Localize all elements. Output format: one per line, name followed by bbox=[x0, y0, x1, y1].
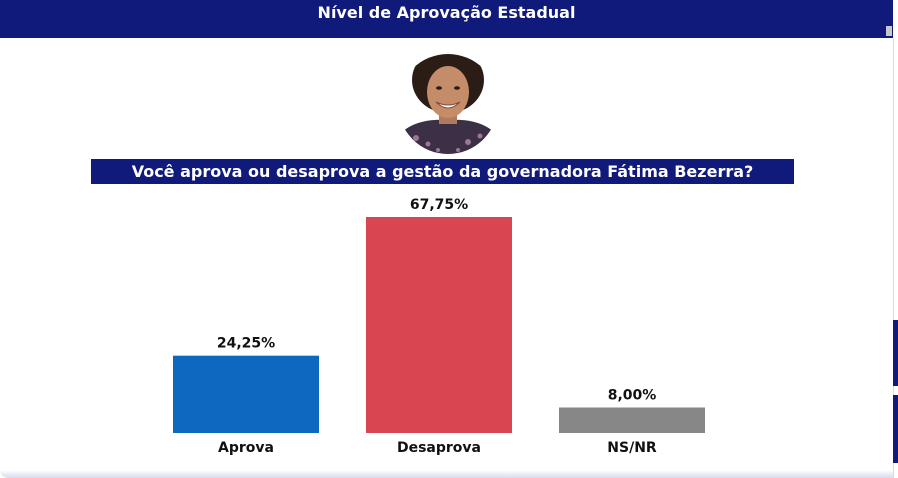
side-tab[interactable] bbox=[893, 395, 898, 463]
card-shadow bbox=[0, 470, 893, 478]
page-title: Nível de Aprovação Estadual bbox=[317, 3, 576, 22]
category-label: NS/NR bbox=[607, 440, 657, 456]
right-panel-edge bbox=[893, 38, 898, 478]
governor-portrait bbox=[398, 54, 498, 154]
bar-aprova bbox=[173, 355, 319, 433]
value-label: 24,25% bbox=[217, 336, 275, 352]
value-label: 67,75% bbox=[410, 197, 468, 213]
chart-question: Você aprova ou desaprova a gestão da gov… bbox=[131, 162, 754, 181]
scrollbar-thumb[interactable] bbox=[886, 26, 892, 36]
category-label: Desaprova bbox=[397, 440, 481, 456]
header-bar bbox=[0, 0, 893, 38]
bar-desaprova bbox=[366, 217, 512, 433]
value-label: 8,00% bbox=[608, 387, 657, 403]
bar-ns-nr bbox=[559, 407, 705, 433]
question-banner bbox=[91, 159, 794, 184]
side-tab[interactable] bbox=[893, 320, 898, 386]
category-label: Aprova bbox=[218, 440, 274, 456]
